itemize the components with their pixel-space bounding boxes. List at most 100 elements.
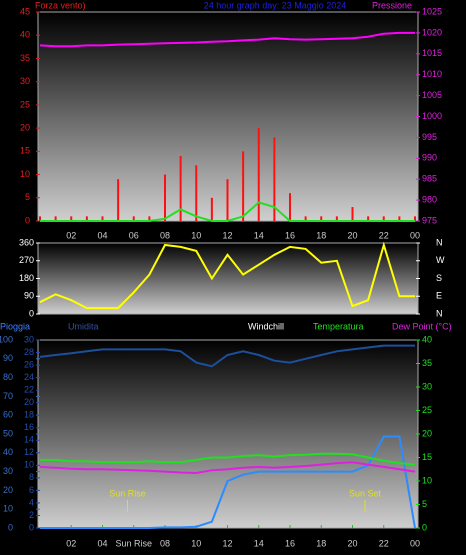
y-tick-label: 40 [3,447,13,457]
y-tick-label: 20 [20,122,30,132]
x-tick-label: 20 [347,230,357,240]
y-tick-label: 60 [3,410,13,420]
y-tick-label: 30 [24,334,34,344]
y-tick-label: 5 [25,192,30,202]
x-tick-label: 08 [160,538,170,548]
x-tick-label: 00 [410,230,420,240]
y-tick-label: 10 [20,169,30,179]
y-tick-label: 12 [24,447,34,457]
x-tick-label: 04 [97,538,107,548]
y-tick-label: 20 [422,428,432,438]
y-tick-label: 975 [422,215,437,225]
x-tick-label: 22 [379,230,389,240]
y-tick-label: 20 [3,485,13,495]
x-tick-label: 10 [191,230,201,240]
y-tick-label: 16 [24,422,34,432]
y-tick-label: 1010 [422,69,442,79]
y-tick-label: 50 [3,428,13,438]
legend-label: Umidita [68,321,99,331]
y-tick-label: 18 [24,410,34,420]
x-tick-label: 16 [285,538,295,548]
y-tick-label: 1005 [422,90,442,100]
y-tick-label: E [436,291,442,301]
plot-area [37,339,419,529]
y-tick-label: 980 [422,194,437,204]
y-tick-label: 90 [24,291,34,301]
y-tick-label: 100 [0,334,13,344]
y-tick-label: W [436,255,445,265]
y-tick-label: 8 [29,472,34,482]
annotation: Sun Rise [109,488,146,498]
y-tick-label: 10 [422,475,432,485]
y-tick-label: 180 [19,273,34,283]
y-tick-label: 45 [20,6,30,16]
series-line [40,435,416,529]
x-tick-label: 12 [222,230,232,240]
y-tick-label: 70 [3,391,13,401]
x-tick-label: 04 [97,230,107,240]
y-tick-label: N [436,237,443,247]
y-tick-label: S [436,273,442,283]
y-tick-label: 0 [8,522,13,532]
y-tick-label: 40 [20,30,30,40]
y-tick-label: 30 [20,76,30,86]
y-tick-label: 30 [3,466,13,476]
y-tick-label: N [436,308,443,318]
annotation: Sun Set [349,488,382,498]
y-tick-label: 10 [24,460,34,470]
y-tick-label: 0 [25,215,30,225]
x-tick-label: 16 [285,230,295,240]
x-tick-label: 14 [254,230,264,240]
y-tick-label: 25 [20,99,30,109]
y-tick-label: 995 [422,132,437,142]
y-tick-label: 1020 [422,27,442,37]
y-tick-label: 35 [422,358,432,368]
y-tick-label: 26 [24,359,34,369]
chart-title: 24 hour graph day: 23 Maggio 2024 [204,0,347,10]
series-line [39,344,415,368]
x-tick-label: Sun Rise [115,538,152,548]
x-tick-label: 18 [316,538,326,548]
y-tick-label: 4 [29,497,34,507]
y-tick-label: 5 [422,499,427,509]
y-tick-label: 6 [29,485,34,495]
y-tick-label: 80 [3,372,13,382]
y-tick-label: 14 [24,435,34,445]
y-tick-label: 15 [20,146,30,156]
y-tick-label: 990 [422,153,437,163]
y-tick-label: 28 [24,347,34,357]
series-line [39,241,415,310]
y-tick-label: 0 [29,308,34,318]
x-tick-label: 10 [191,538,201,548]
x-tick-label: 02 [66,230,76,240]
series-line [39,31,415,48]
series-line [40,452,416,466]
y-tick-label: 0 [29,522,34,532]
legend-label: Temperatura [313,321,364,331]
y-tick-label: 20 [24,397,34,407]
x-tick-label: 00 [410,538,420,548]
y-tick-label: 25 [422,405,432,415]
x-tick-label: 08 [160,230,170,240]
y-tick-label: 90 [3,353,13,363]
y-tick-label: 30 [422,381,432,391]
windchill-label: Windchill [248,321,284,331]
x-tick-label: 02 [66,538,76,548]
y-tick-label: 22 [24,385,34,395]
y-tick-label: 24 [24,372,34,382]
series-line [39,461,416,475]
y-tick-label: 15 [422,452,432,462]
y-tick-label: 2 [29,510,34,520]
y-tick-label: 985 [422,174,437,184]
y-tick-label: 0 [422,522,427,532]
x-tick-label: 22 [379,538,389,548]
y-tick-label: 35 [20,53,30,63]
y-tick-label: 1015 [422,48,442,58]
legend-label: Pioggia [0,321,30,331]
x-tick-label: 20 [347,538,357,548]
y-tick-label: 1025 [422,6,442,16]
y2-label: Pressione [372,0,412,10]
x-tick-label: 18 [316,230,326,240]
